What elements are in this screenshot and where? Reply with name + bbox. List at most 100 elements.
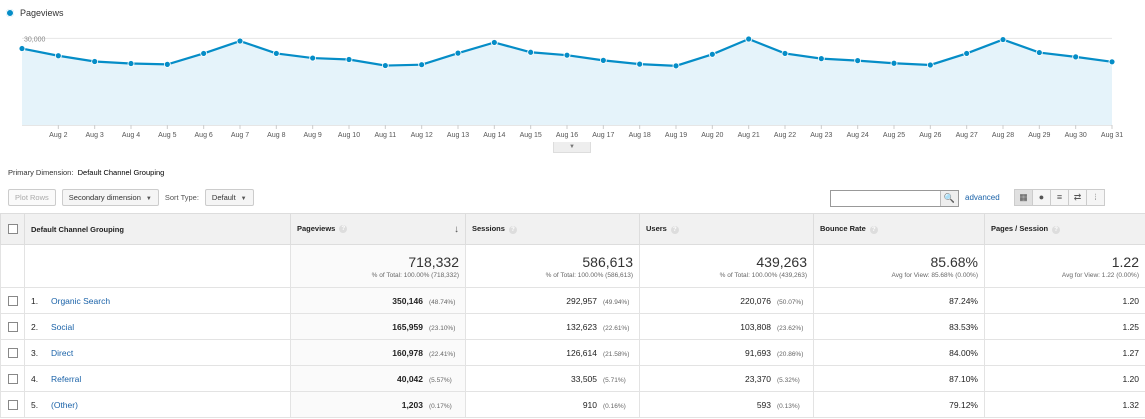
total-pages-session-sub: Avg for View: 1.22 (0.00%) (1061, 271, 1139, 279)
bounce-rate-cell: 84.00% (813, 339, 985, 366)
sessions-pct: (22.61%) (603, 324, 630, 332)
total-pageviews-sub: % of Total: 100.00% (718,332) (371, 271, 459, 279)
header-sessions[interactable]: Sessions? (465, 213, 640, 245)
data-point (381, 62, 389, 69)
dimension-link[interactable]: Direct (51, 347, 74, 358)
dimension-link[interactable]: (Other) (51, 399, 78, 410)
pageviews-cell: 160,978 (22.41%) (290, 339, 466, 366)
users-value: 23,370 (745, 373, 771, 384)
help-icon[interactable]: ? (869, 225, 878, 234)
magnifier-icon[interactable]: 🔍 (940, 191, 958, 206)
help-icon[interactable]: ? (670, 225, 679, 234)
sort-type-value: Default (211, 192, 236, 202)
users-value: 91,693 (745, 347, 771, 358)
pages-session-cell: 1.25 (984, 313, 1145, 340)
header-pages-session[interactable]: Pages / Session? (984, 213, 1145, 245)
users-pct: (0.13%) (777, 402, 800, 410)
row-checkbox[interactable] (7, 321, 18, 332)
pageviews-pct: (5.57%) (429, 376, 452, 384)
chart-collapse-handle[interactable]: ▼ (553, 142, 591, 153)
table-row: 4. Referral 40,042 (5.57%) 33,505 (5.71%) 23,3… (0, 365, 1145, 392)
row-checkbox[interactable] (7, 399, 18, 410)
dimension-link[interactable]: Referral (51, 373, 82, 384)
x-tick-label: Aug 3 (86, 132, 104, 139)
header-bounce-rate-label: Bounce Rate (820, 224, 866, 234)
dimension-link[interactable]: Organic Search (51, 295, 111, 306)
pageviews-cell: 350,146 (48.74%) (290, 287, 466, 314)
advanced-filter-link[interactable]: advanced (965, 193, 1000, 202)
x-tick-label: Aug 2 (49, 132, 67, 139)
row-select-cell (0, 339, 25, 366)
total-bounce-rate-sub: Avg for View: 85.68% (0.00%) (891, 271, 978, 279)
bounce-rate-cell: 83.53% (813, 313, 985, 340)
dimension-cell: 1. Organic Search (24, 287, 291, 314)
secondary-dimension-dropdown[interactable]: Secondary dimension ▼ (61, 188, 159, 206)
data-point (490, 39, 498, 46)
sessions-pct: (21.58%) (603, 350, 630, 358)
x-tick-label: Aug 29 (1028, 132, 1050, 139)
totals-row: 718,332% of Total: 100.00% (718,332) 586… (0, 244, 1145, 288)
table-search: 🔍 (830, 190, 959, 207)
sort-type-label: Sort Type: (164, 192, 199, 202)
data-point (345, 56, 353, 63)
users-pct: (50.07%) (777, 298, 804, 306)
data-point (236, 37, 244, 45)
total-users-value: 439,263 (756, 253, 807, 270)
x-tick-label: Aug 5 (158, 132, 176, 139)
header-users[interactable]: Users? (639, 213, 814, 245)
primary-dimension-value[interactable]: Default Channel Grouping (77, 168, 165, 177)
pageviews-pct: (22.41%) (429, 350, 456, 358)
help-icon[interactable]: ? (508, 225, 517, 234)
x-tick-label: Aug 23 (810, 132, 832, 139)
pageviews-pct: (48.74%) (429, 298, 456, 306)
plot-rows-button[interactable]: Plot Rows (8, 188, 56, 206)
header-dimension-label: Default Channel Grouping (31, 224, 124, 234)
total-users: 439,263% of Total: 100.00% (439,263) (639, 244, 814, 288)
row-checkbox[interactable] (7, 295, 18, 306)
x-tick-label: Aug 28 (992, 132, 1014, 139)
data-point (1072, 53, 1080, 61)
performance-view-icon[interactable]: ≡ (1051, 190, 1069, 205)
sort-arrow-down-icon: ↓ (454, 223, 459, 235)
dimension-cell: 4. Referral (24, 365, 291, 392)
table-search-input[interactable] (831, 191, 940, 206)
sort-type-dropdown[interactable]: Default ▼ (204, 188, 254, 206)
chart-legend[interactable]: Pageviews (6, 8, 64, 18)
dimension-cell: 5. (Other) (24, 391, 291, 418)
table-view-icon[interactable]: ▦ (1015, 190, 1033, 205)
row-checkbox[interactable] (7, 347, 18, 358)
data-point (963, 50, 971, 57)
x-tick-label: Aug 12 (411, 132, 433, 139)
x-tick-label: Aug 9 (304, 132, 322, 139)
data-point (854, 57, 862, 65)
select-all-checkbox[interactable] (7, 224, 18, 234)
row-number: 4. (31, 373, 39, 384)
help-icon[interactable]: ? (339, 224, 348, 233)
header-dimension[interactable]: Default Channel Grouping (24, 213, 291, 245)
total-pages-session: 1.22 Avg for View: 1.22 (0.00%) (984, 244, 1145, 288)
pageviews-cell: 40,042 (5.57%) (290, 365, 466, 392)
pie-view-icon[interactable]: ● (1033, 190, 1051, 205)
pageviews-pct: (0.17%) (429, 402, 452, 410)
sessions-pct: (0.16%) (603, 402, 626, 410)
x-tick-label: Aug 7 (231, 132, 249, 139)
header-pageviews[interactable]: Pageviews? ↓ (290, 213, 466, 245)
x-tick-label: Aug 24 (847, 132, 869, 139)
chevron-down-icon: ▼ (240, 195, 247, 202)
users-pct: (20.86%) (777, 350, 804, 358)
dimension-link[interactable]: Social (51, 321, 75, 332)
header-bounce-rate[interactable]: Bounce Rate? (813, 213, 985, 245)
x-tick-label: Aug 15 (520, 132, 542, 139)
pivot-view-icon[interactable]: ⦙ (1087, 190, 1104, 205)
data-point (418, 61, 426, 69)
data-point (272, 50, 280, 57)
row-checkbox[interactable] (7, 373, 18, 384)
users-value: 593 (756, 399, 771, 410)
row-select-cell (0, 391, 25, 418)
select-all-cell (0, 213, 25, 245)
help-icon[interactable]: ? (1052, 225, 1061, 234)
total-pages-session-value: 1.22 (1111, 253, 1139, 270)
row-number: 5. (31, 399, 39, 410)
sessions-cell: 910 (0.16%) (465, 391, 640, 418)
comparison-view-icon[interactable]: ⇄ (1069, 190, 1087, 205)
